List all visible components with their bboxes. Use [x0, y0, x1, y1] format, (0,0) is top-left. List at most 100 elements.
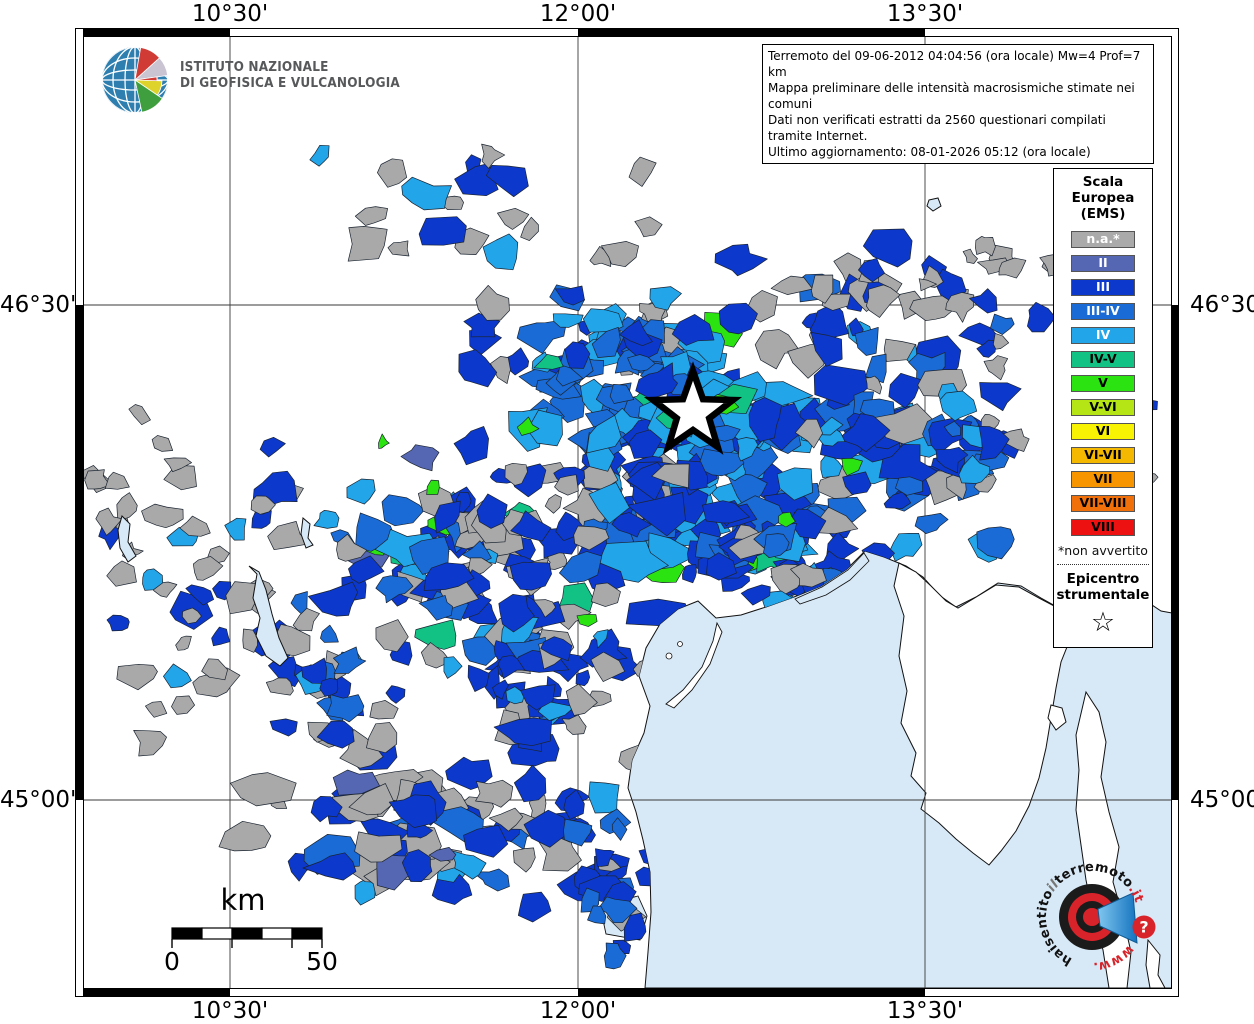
municipality — [609, 384, 635, 404]
bullseye-center — [1083, 908, 1101, 926]
municipality — [185, 584, 215, 606]
municipality — [163, 464, 197, 491]
legend-item-iii: III — [1071, 279, 1135, 296]
municipality — [909, 295, 959, 322]
istria-peninsula — [893, 562, 1079, 866]
municipality — [106, 560, 137, 587]
municipality — [520, 684, 556, 711]
municipality — [467, 664, 490, 692]
ingv-globe-logo — [102, 47, 169, 113]
municipality — [84, 469, 111, 490]
municipality — [651, 463, 690, 489]
municipality — [544, 494, 562, 514]
municipality — [485, 164, 529, 198]
municipality — [979, 382, 1022, 412]
municipality — [895, 476, 924, 496]
municipality — [141, 503, 184, 529]
municipality — [586, 414, 622, 454]
frame-band — [83, 989, 230, 996]
municipality — [992, 333, 1010, 350]
municipality — [106, 614, 130, 632]
ingv-wordmark: ISTITUTO NAZIONALE DI GEOFISICA E VULCAN… — [180, 60, 400, 92]
municipality — [354, 831, 403, 863]
municipality — [576, 613, 598, 627]
municipality — [475, 779, 514, 808]
municipality — [702, 500, 750, 524]
municipality-polygons — [83, 143, 1159, 970]
axis-label-top-1: 10°30' — [191, 1, 269, 27]
municipality — [611, 817, 628, 841]
legend-item-vvi: V-VI — [1071, 399, 1135, 416]
municipality — [320, 624, 339, 643]
municipality — [175, 635, 192, 651]
legend-item-iiiiv: III-IV — [1071, 303, 1135, 320]
haisentitoilterremoto-logo: ? haisentitoilterremoto.it www. — [1035, 860, 1156, 974]
lake-small — [926, 197, 942, 212]
municipality — [302, 852, 357, 881]
municipality — [865, 353, 887, 384]
municipality — [211, 626, 231, 647]
legend-ems: Scala Europea (EMS) n.a.* II III III-IV IV IV… — [1053, 168, 1153, 648]
municipality — [163, 663, 192, 689]
municipality — [463, 824, 509, 858]
municipality — [598, 896, 638, 924]
legend-item-v: V — [1071, 375, 1135, 392]
question-mark: ? — [1139, 918, 1148, 937]
municipality — [418, 216, 467, 246]
municipality — [401, 849, 433, 882]
municipality — [179, 515, 211, 537]
municipality — [307, 581, 359, 617]
municipality — [348, 555, 385, 584]
municipality — [458, 349, 498, 388]
municipality — [366, 722, 398, 754]
legend-swatches: n.a.* II III III-IV IV IV-V V V-VI VI VI-VII VII VI… — [1054, 231, 1152, 536]
municipality — [883, 338, 916, 362]
municipality — [453, 426, 489, 466]
municipality — [600, 241, 639, 268]
municipality — [564, 341, 591, 369]
lagoon-islet — [677, 641, 683, 647]
municipality — [935, 446, 969, 474]
municipality — [590, 651, 626, 682]
municipality — [381, 494, 425, 527]
event-info-line: Mappa preliminare delle intensità macros… — [768, 81, 1135, 111]
municipality — [265, 677, 294, 696]
municipality — [763, 533, 790, 559]
axis-label-top-2: 12°00' — [539, 1, 617, 27]
municipality — [945, 292, 975, 323]
municipality — [504, 462, 528, 486]
municipality — [962, 248, 978, 264]
legend-item-iv: IV — [1071, 327, 1135, 344]
municipality — [587, 905, 607, 925]
municipality — [269, 718, 298, 737]
municipality — [573, 525, 610, 551]
municipality — [516, 416, 540, 436]
municipality — [326, 694, 365, 723]
municipality — [1027, 301, 1056, 333]
municipality — [811, 274, 834, 304]
map-frame-outer — [75, 28, 1179, 997]
lake-iseo — [117, 515, 137, 563]
municipality — [509, 561, 552, 591]
municipality — [510, 510, 552, 542]
municipality — [482, 233, 519, 271]
municipality — [858, 257, 885, 283]
legend-divider — [1057, 564, 1149, 565]
municipality — [309, 144, 330, 167]
municipality — [603, 942, 627, 970]
municipality — [975, 235, 996, 257]
municipality — [475, 285, 510, 321]
municipality — [563, 818, 593, 847]
municipality — [369, 700, 399, 720]
legend-title: Scala Europea (EMS) — [1071, 174, 1135, 222]
legend-item-viiviii: VII-VIII — [1071, 495, 1135, 512]
municipality — [533, 353, 564, 370]
legend-epicenter-title: Epicentro strumentale — [1056, 571, 1150, 603]
municipality — [128, 404, 151, 426]
municipality — [978, 425, 1010, 461]
municipality — [192, 556, 224, 581]
municipality — [348, 783, 395, 816]
grado-lagoon — [794, 552, 870, 605]
municipality — [259, 436, 286, 458]
lake-garda — [248, 565, 289, 667]
